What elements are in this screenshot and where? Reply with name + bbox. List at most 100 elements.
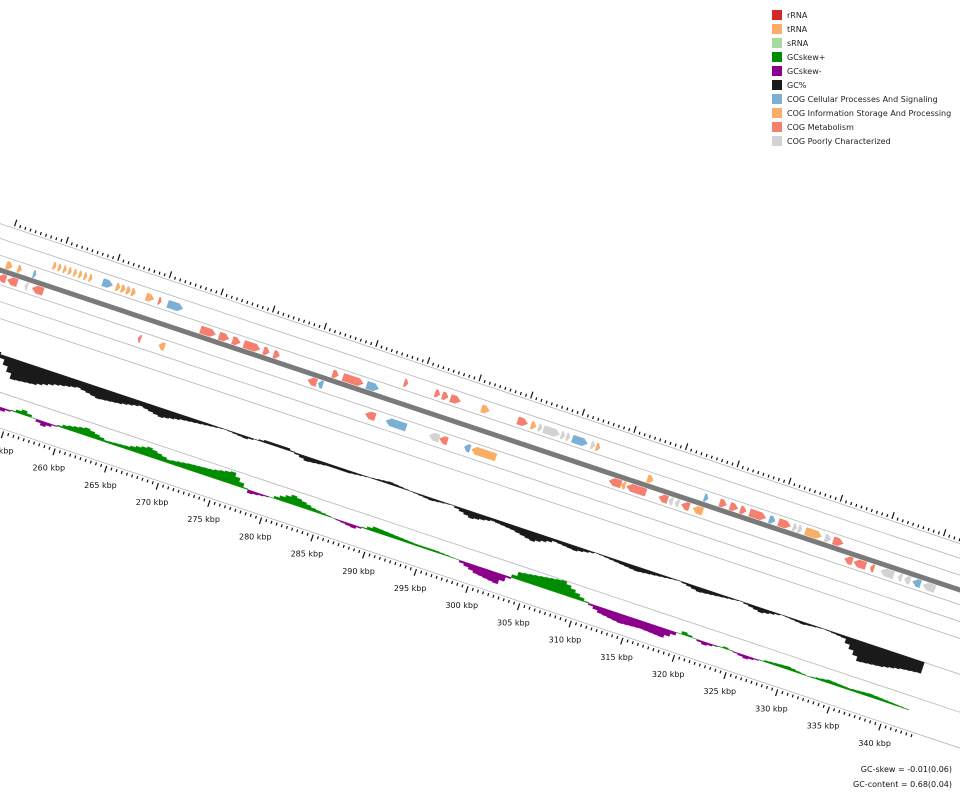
inner-ruler-tick	[648, 646, 649, 649]
gc-percent-bar	[614, 559, 620, 563]
track-guide-line	[0, 224, 960, 578]
gene-feature	[125, 286, 132, 295]
legend-label-cog-information: COG Information Storage And Processing	[787, 109, 951, 118]
outer-ruler-tick	[175, 277, 176, 280]
gene-feature	[768, 515, 777, 525]
gene-feature	[590, 441, 597, 450]
legend-label-gcskew-plus: GCskew+	[787, 53, 825, 62]
inner-ruler-tick	[343, 545, 344, 548]
gene-feature	[903, 575, 912, 585]
inner-ruler-tick	[39, 443, 40, 446]
outer-ruler-tick	[815, 490, 816, 493]
gc-skew-bar	[449, 556, 454, 558]
inner-ruler-tick	[627, 640, 628, 643]
inner-ruler-tick	[59, 450, 60, 453]
inner-ruler-tick	[431, 574, 432, 577]
outer-ruler-tick	[665, 440, 666, 443]
outer-ruler-tick	[314, 323, 315, 326]
outer-ruler-tick	[629, 428, 630, 431]
outer-ruler-tick	[304, 320, 305, 323]
gc-percent-bar	[748, 604, 754, 608]
outer-ruler-tick	[804, 487, 805, 490]
gene-feature	[262, 347, 271, 357]
outer-ruler-tick	[283, 313, 284, 316]
inner-ruler-tick	[235, 509, 236, 512]
outer-ruler-tick	[438, 365, 439, 368]
legend-swatch-gcskew-minus	[772, 66, 782, 76]
gc-skew-bar	[748, 657, 754, 660]
inner-ruler-tick	[405, 566, 406, 569]
gc-skew-bar	[687, 634, 693, 637]
inner-ruler-tick	[724, 672, 726, 679]
inner-ruler-tick	[514, 602, 515, 605]
gc-skew-bar	[670, 631, 676, 636]
outer-ruler-tick	[711, 456, 712, 459]
gc-percent-bar	[299, 454, 305, 458]
inner-ruler-tick	[168, 486, 169, 489]
inner-ruler-tick	[503, 598, 504, 601]
inner-ruler-tick	[668, 653, 669, 656]
gene-feature	[403, 379, 410, 388]
inner-ruler-tick	[730, 674, 731, 677]
inner-ruler-tick	[90, 461, 91, 464]
gc-skew-bar	[429, 548, 435, 551]
outer-ruler-tick	[200, 285, 201, 288]
legend-item-trna: tRNA	[772, 22, 951, 36]
axis-tick-label: 270 kbp	[136, 498, 169, 507]
legend-swatch-cog-cellular	[772, 94, 782, 104]
outer-ruler-tick	[298, 318, 299, 321]
gc-skew-bar	[258, 493, 264, 496]
inner-ruler-tick	[199, 497, 200, 500]
gc-skew-bar	[841, 686, 847, 689]
gc-percent-bar	[450, 504, 455, 506]
outer-ruler-tick	[825, 494, 826, 497]
outer-ruler-tick	[546, 401, 547, 404]
outer-ruler-tick	[562, 406, 563, 409]
gene-feature	[470, 445, 497, 461]
outer-ruler-tick	[154, 270, 155, 273]
gc-skew-bar	[356, 526, 362, 529]
gene-feature	[797, 525, 804, 534]
outer-ruler-tick	[262, 306, 263, 309]
outer-ruler-tick	[649, 435, 650, 438]
gene-feature	[646, 475, 655, 485]
outer-ruler-tick	[897, 518, 898, 521]
gc-skew-bar	[774, 663, 780, 667]
legend-item-gc-percent: GC%	[772, 78, 951, 92]
inner-ruler-tick	[596, 629, 597, 632]
gene-feature	[83, 272, 89, 281]
outer-ruler-tick	[871, 509, 872, 512]
legend-item-cog-poorly: COG Poorly Characterized	[772, 134, 951, 148]
outer-ruler-tick	[484, 380, 485, 383]
inner-ruler-tick	[663, 652, 664, 655]
gc-skew-bar	[315, 510, 321, 514]
inner-ruler-tick	[400, 564, 401, 567]
gc-skew-bar	[26, 414, 32, 418]
inner-ruler-tick	[736, 676, 737, 679]
outer-ruler-tick	[474, 377, 475, 380]
inner-ruler-tick	[8, 433, 9, 436]
outer-ruler-tick	[918, 525, 919, 528]
legend-item-gcskew-minus: GCskew-	[772, 64, 951, 78]
gc-skew-bar	[816, 677, 822, 680]
gc-percent-bar	[495, 520, 501, 524]
outer-ruler-tick	[644, 433, 645, 436]
outer-ruler-tick	[784, 480, 785, 483]
outer-ruler-tick	[216, 291, 217, 294]
inner-ruler-tick	[705, 665, 706, 668]
gene-feature	[62, 265, 68, 274]
axis-tick-label: 255 kbp	[0, 446, 14, 455]
gc-percent-bar	[253, 439, 258, 441]
outer-ruler-tick	[794, 483, 795, 486]
inner-ruler-tick	[457, 583, 458, 586]
inner-ruler-tick	[219, 504, 220, 507]
outer-ruler-tick	[288, 315, 289, 318]
outer-ruler-tick	[613, 423, 614, 426]
inner-ruler-tick	[446, 579, 447, 582]
inner-ruler-tick	[545, 612, 546, 615]
gc-percent-bar	[320, 461, 326, 465]
gene-feature	[137, 334, 143, 343]
gene-feature	[739, 506, 748, 516]
inner-ruler-tick	[517, 603, 519, 610]
inner-ruler-tick	[311, 535, 313, 542]
